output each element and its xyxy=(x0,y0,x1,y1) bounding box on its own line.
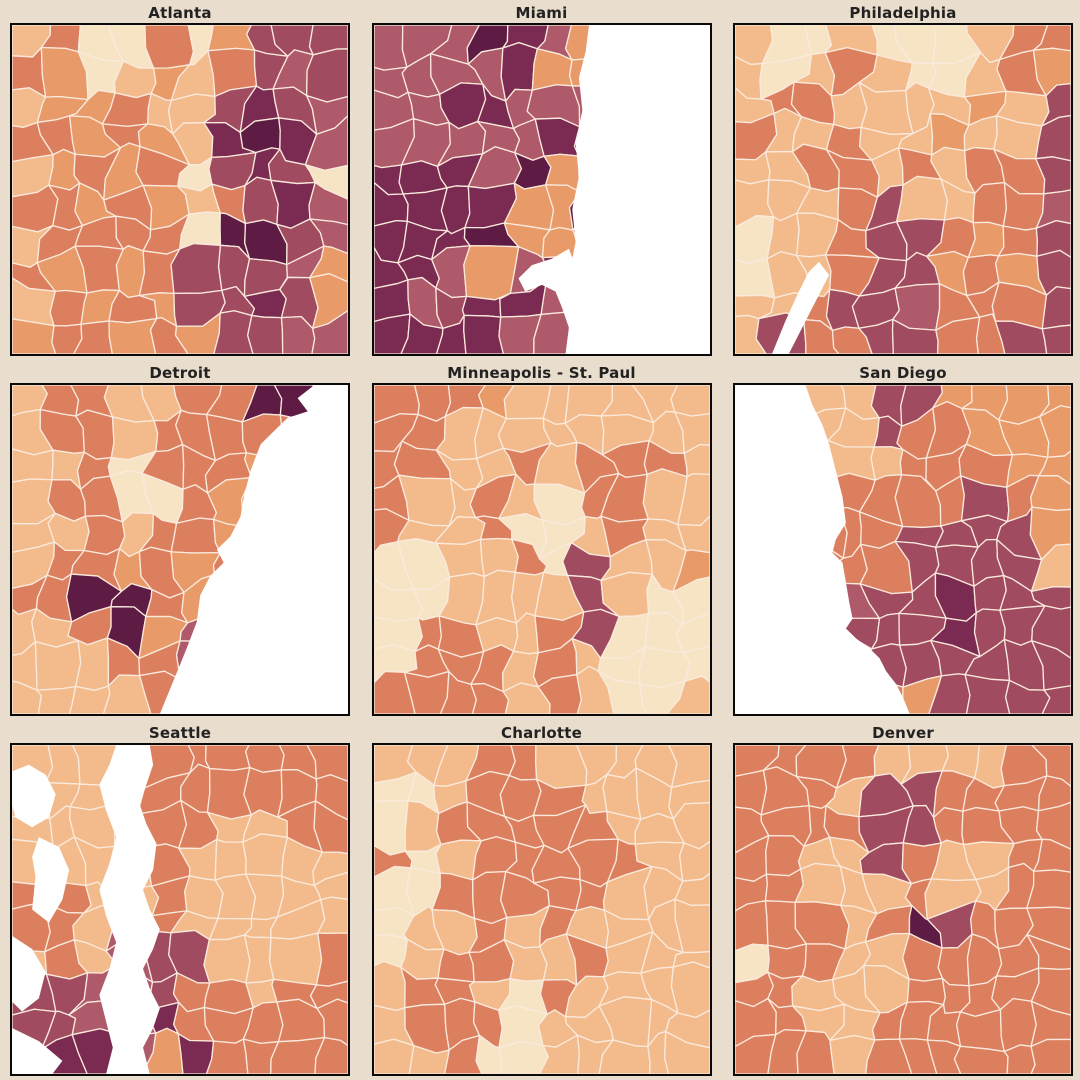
choropleth-map-philadelphia xyxy=(735,25,1071,354)
city-title-atlanta: Atlanta xyxy=(148,4,212,22)
city-title-detroit: Detroit xyxy=(149,364,211,382)
map-frame-miami xyxy=(371,23,712,356)
map-frame-minneapolis xyxy=(371,383,712,716)
map-frame-philadelphia xyxy=(733,23,1073,356)
city-title-miami: Miami xyxy=(515,4,568,22)
city-title-seattle: Seattle xyxy=(148,724,212,742)
map-frame-san-diego xyxy=(733,383,1073,716)
choropleth-map-charlotte xyxy=(373,745,710,1074)
choropleth-map-detroit xyxy=(12,385,348,714)
panel-san-diego: San Diego xyxy=(733,363,1073,716)
map-frame-atlanta xyxy=(10,23,350,356)
map-frame-detroit xyxy=(10,383,350,716)
panel-atlanta: Atlanta xyxy=(10,3,350,356)
panel-denver: Denver xyxy=(733,723,1073,1076)
choropleth-map-miami xyxy=(373,25,710,354)
choropleth-map-minneapolis xyxy=(373,385,710,714)
choropleth-map-san-diego xyxy=(735,385,1071,714)
panel-seattle: Seattle xyxy=(10,723,350,1076)
panel-detroit: Detroit xyxy=(10,363,350,716)
map-frame-denver xyxy=(733,743,1073,1076)
panel-charlotte: Charlotte xyxy=(371,723,712,1076)
choropleth-map-atlanta xyxy=(12,25,348,354)
panel-philadelphia: Philadelphia xyxy=(733,3,1073,356)
city-title-philadelphia: Philadelphia xyxy=(849,4,957,22)
city-title-charlotte: Charlotte xyxy=(501,724,582,742)
map-frame-seattle xyxy=(10,743,350,1076)
city-title-denver: Denver xyxy=(872,724,934,742)
map-frame-charlotte xyxy=(371,743,712,1076)
choropleth-map-denver xyxy=(735,745,1071,1074)
panel-miami: Miami xyxy=(371,3,712,356)
panel-minneapolis: Minneapolis - St. Paul xyxy=(371,363,712,716)
city-title-san-diego: San Diego xyxy=(859,364,947,382)
choropleth-map-seattle xyxy=(12,745,348,1074)
city-title-minneapolis: Minneapolis - St. Paul xyxy=(447,364,636,382)
